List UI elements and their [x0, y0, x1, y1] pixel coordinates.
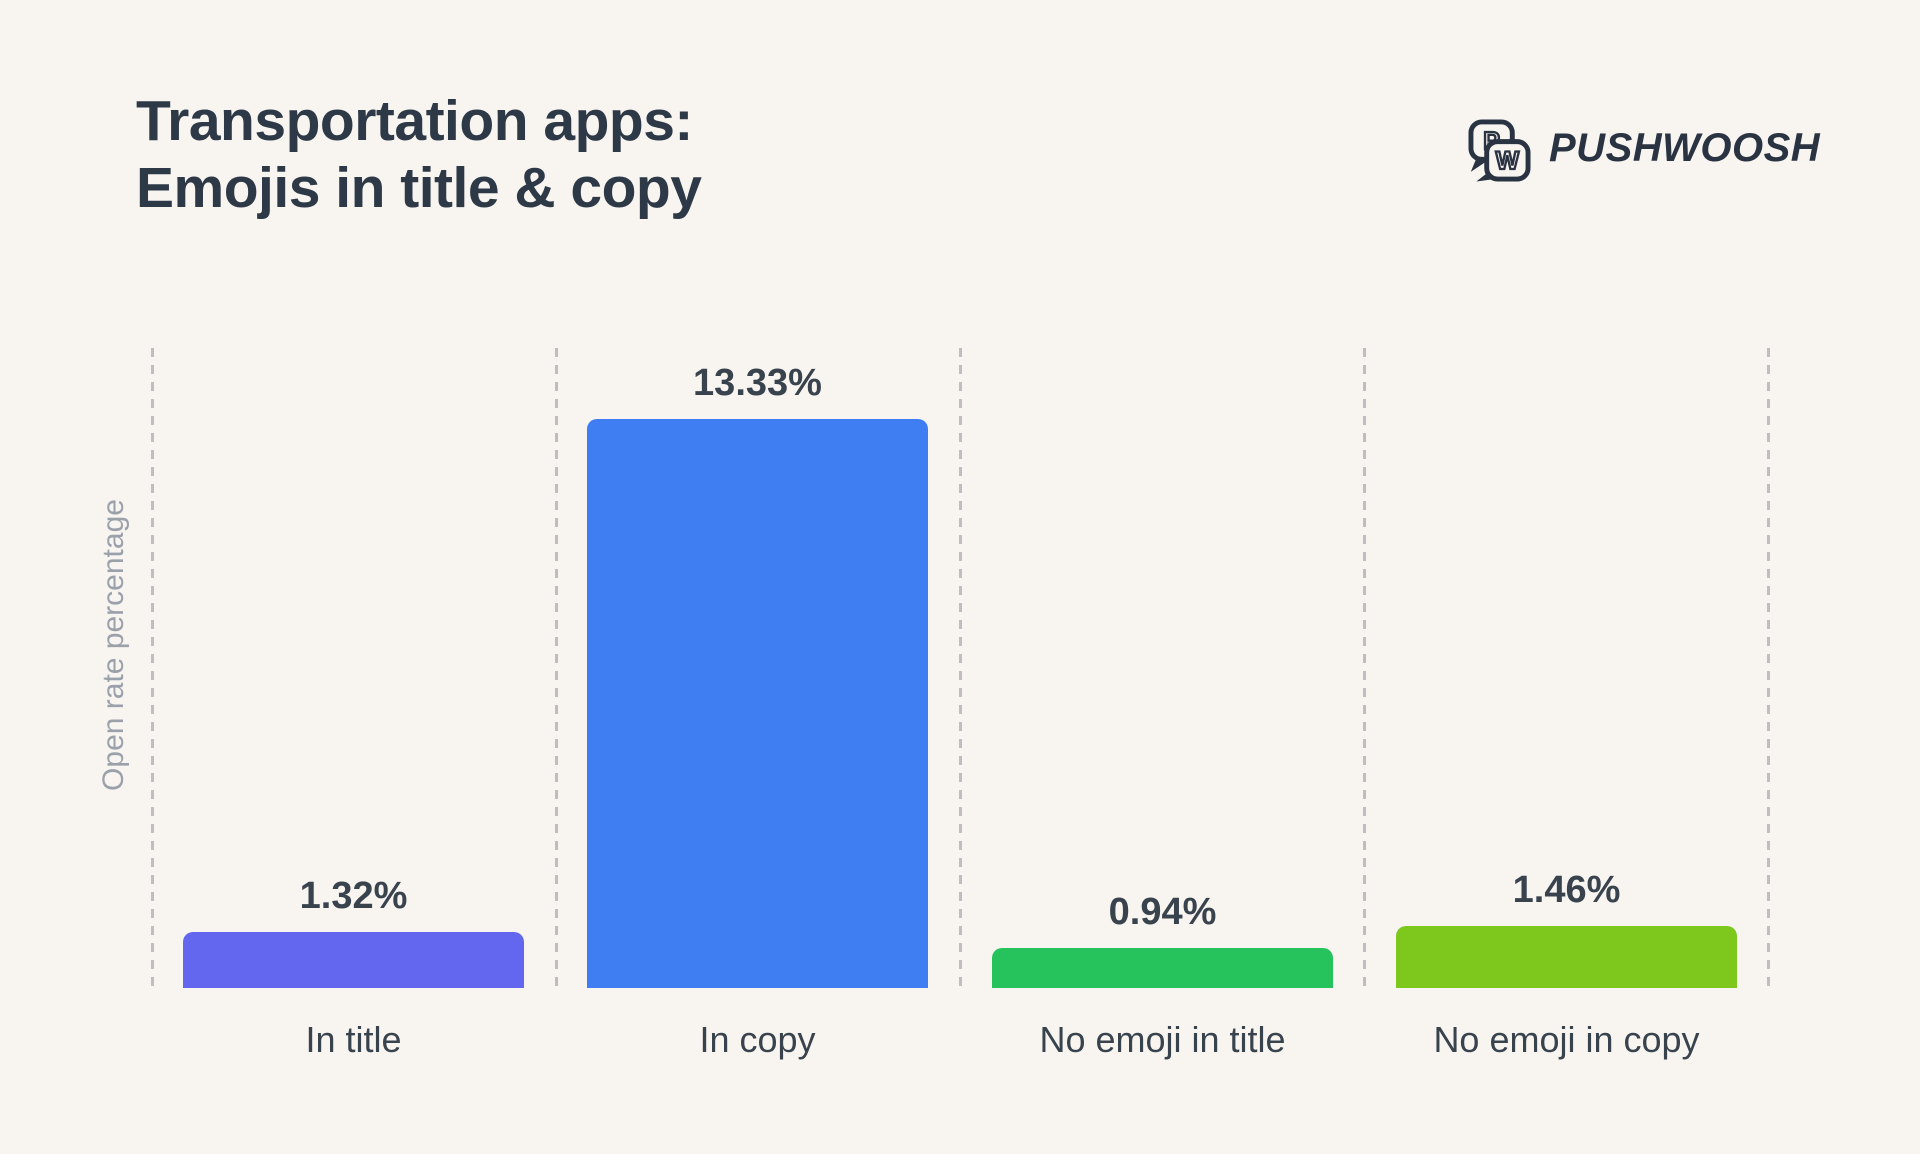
- category-label: No emoji in copy: [1433, 1019, 1700, 1060]
- bar-group-no-emoji-in-copy: 1.46% No emoji in copy: [1396, 0, 1737, 1154]
- bar-no-emoji-in-copy: [1396, 926, 1737, 988]
- value-label: 0.94%: [1108, 891, 1217, 933]
- value-label: 1.32%: [299, 875, 408, 917]
- bar-group-in-copy: 13.33% In copy: [587, 0, 928, 1154]
- bar-group-no-emoji-in-title: 0.94% No emoji in title: [992, 0, 1333, 1154]
- grid-line: [555, 348, 558, 988]
- bar-no-emoji-in-title: [992, 948, 1333, 988]
- bar-group-in-title: 1.32% In title: [183, 0, 524, 1154]
- category-label: No emoji in title: [1039, 1019, 1286, 1060]
- grid-line: [151, 348, 154, 988]
- brand-name: PUSHWOOSH: [1549, 126, 1821, 170]
- category-label: In copy: [699, 1019, 816, 1060]
- grid-line: [1363, 348, 1366, 988]
- logo-letter-w: W: [1496, 148, 1520, 175]
- pushwoosh-speech-bubbles-icon: P W: [1468, 119, 1531, 182]
- grid-line: [959, 348, 962, 988]
- value-label: 13.33%: [693, 362, 822, 404]
- category-label: In title: [305, 1019, 402, 1060]
- page-title: Transportation apps: Emojis in title & c…: [136, 88, 702, 222]
- brand-logo: P W PUSHWOOSH: [1468, 119, 1820, 182]
- page-title-line-2: Emojis in title & copy: [136, 156, 702, 220]
- value-label: 1.46%: [1512, 869, 1621, 911]
- bar-in-copy: [587, 419, 928, 988]
- grid-line: [1767, 348, 1770, 988]
- page-title-line-1: Transportation apps:: [136, 89, 693, 153]
- bar-in-title: [183, 932, 524, 988]
- y-axis-label: Open rate percentage: [97, 499, 130, 791]
